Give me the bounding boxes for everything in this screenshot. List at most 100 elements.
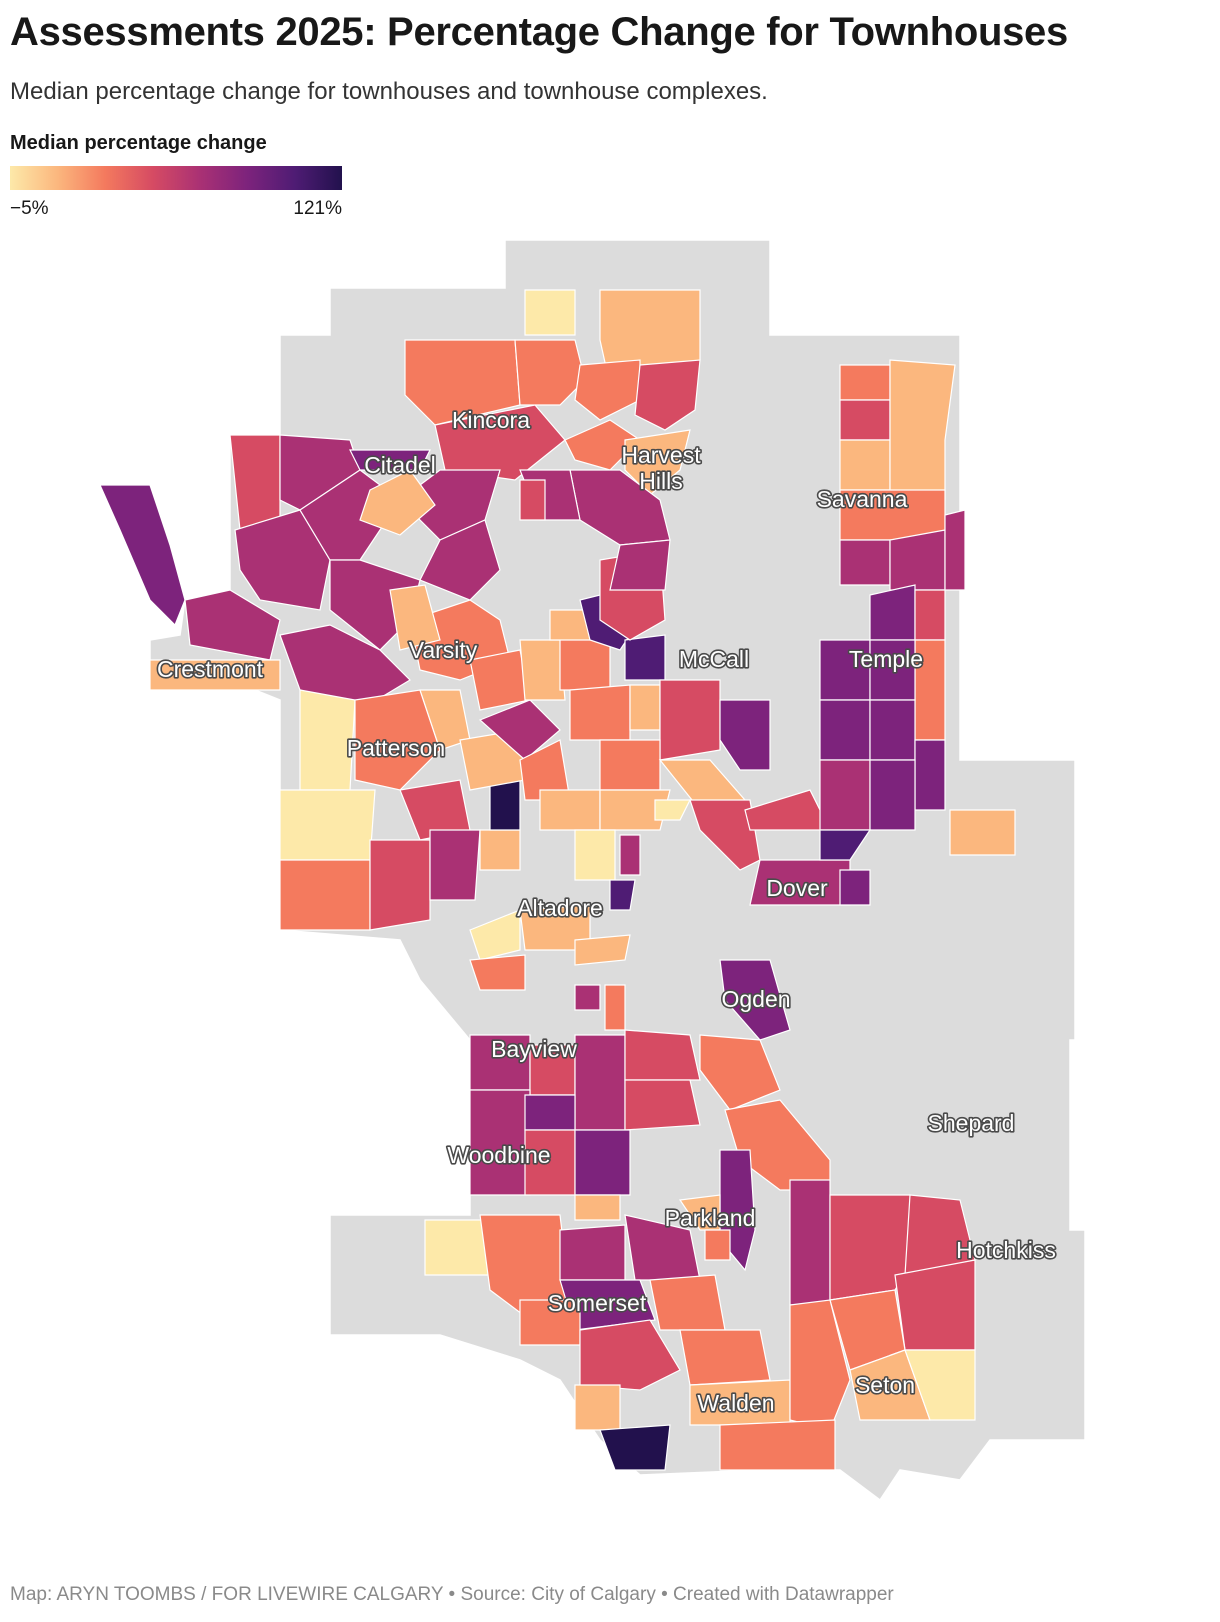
neighbourhood-region[interactable] [679,1329,771,1386]
neighbourhood-region[interactable] [369,839,431,931]
map-label-somerset: Somerset [548,1290,647,1316]
neighbourhood-region[interactable] [819,829,872,861]
neighbourhood-region[interactable] [279,859,371,931]
neighbourhood-region[interactable] [599,1424,671,1471]
neighbourhood-region[interactable] [914,589,946,641]
neighbourhood-region[interactable] [519,639,566,701]
neighbourhood-region[interactable] [574,1384,621,1431]
neighbourhood-region[interactable] [434,404,566,481]
neighbourhood-region[interactable] [949,809,1016,856]
neighbourhood-region[interactable] [894,1259,976,1351]
neighbourhood-region[interactable] [354,689,441,791]
neighbourhood-region[interactable] [574,829,616,881]
neighbourhood-region[interactable] [659,679,721,761]
neighbourhood-region[interactable] [489,779,521,831]
map-label-ogden: Ogden [721,986,790,1012]
neighbourhood-region[interactable] [839,869,871,906]
legend-min-label: −5% [10,198,49,219]
neighbourhood-region[interactable] [359,469,436,536]
neighbourhood-region[interactable] [599,739,661,791]
map-label-dover: Dover [766,875,828,901]
neighbourhood-region[interactable] [839,539,891,586]
neighbourhood-region[interactable] [279,789,376,861]
map-label-altadore: Altadore [517,895,603,921]
neighbourhood-region[interactable] [99,484,186,627]
neighbourhood-region[interactable] [514,339,586,406]
neighbourhood-region[interactable] [559,1224,626,1281]
neighbourhood-region[interactable] [649,1274,726,1331]
neighbourhood-region[interactable] [609,879,636,911]
neighbourhood-region[interactable] [469,954,526,991]
neighbourhood-region[interactable] [619,834,641,876]
neighbourhood-region[interactable] [574,359,641,421]
map-label-parkland: Parkland [665,1205,756,1231]
neighbourhood-region[interactable] [689,799,761,871]
neighbourhood-region[interactable] [789,1179,831,1306]
neighbourhood-region[interactable] [819,759,871,831]
legend-max-label: 121% [293,198,342,219]
map-label-mccall: McCall [679,646,749,672]
neighbourhood-region[interactable] [574,1034,626,1131]
neighbourhood-region[interactable] [149,659,281,691]
neighbourhood-region[interactable] [624,1029,701,1081]
neighbourhood-region[interactable] [839,399,891,441]
neighbourhood-region[interactable] [574,1129,631,1196]
neighbourhood-region[interactable] [574,934,631,966]
neighbourhood-region[interactable] [404,339,521,426]
neighbourhood-region[interactable] [624,1079,701,1131]
neighbourhood-region[interactable] [524,289,576,336]
map-label-temple: Temple [849,646,923,672]
neighbourhood-region[interactable] [704,1229,731,1261]
neighbourhood-region[interactable] [609,539,671,591]
neighbourhood-region[interactable] [429,829,481,901]
neighbourhood-region[interactable] [719,699,771,771]
neighbourhood-region[interactable] [624,429,691,496]
chart-title: Assessments 2025: Percentage Change for … [10,10,1068,54]
neighbourhood-region[interactable] [719,1419,836,1471]
choropleth-map: Kincora Citadel Harvest Hills Savanna Varsity… [99,239,1086,1502]
neighbourhood-region[interactable] [574,984,601,1011]
neighbourhood-region[interactable] [519,479,546,521]
neighbourhood-region[interactable] [349,449,431,471]
neighbourhood-region[interactable] [869,699,916,761]
neighbourhood-region[interactable] [574,1194,621,1221]
neighbourhood-region[interactable] [944,509,966,591]
chart-subtitle: Median percentage change for townhouses … [10,78,768,105]
neighbourhood-region[interactable] [634,359,701,431]
neighbourhood-region[interactable] [579,1319,681,1391]
map-label-citadel: Citadel [364,452,436,478]
neighbourhood-region[interactable] [624,634,666,681]
neighbourhood-region[interactable] [654,799,691,821]
neighbourhood-region[interactable] [904,1349,976,1421]
neighbourhood-region[interactable] [599,789,671,831]
neighbourhood-region[interactable] [889,359,956,501]
map-label-bayview: Bayview [491,1036,577,1062]
neighbourhood-region[interactable] [478,699,561,761]
neighbourhood-region[interactable] [699,1034,781,1111]
neighbourhood-region[interactable] [604,984,626,1031]
neighbourhood-region[interactable] [914,739,946,811]
neighbourhood-region[interactable] [389,584,441,651]
neighbourhood-region[interactable] [184,589,281,661]
map-label-kincora: Kincora [452,407,530,433]
neighbourhood-region[interactable] [819,699,871,761]
map-label-patterson: Patterson [347,735,445,761]
neighbourhood-region[interactable] [839,364,891,401]
neighbourhood-region[interactable] [469,909,521,961]
neighbourhood-region[interactable] [839,439,891,491]
neighbourhood-region[interactable] [479,829,521,871]
legend-title: Median percentage change [10,132,267,154]
neighbourhood-region[interactable] [419,519,501,601]
neighbourhood-region[interactable] [869,759,916,831]
neighbourhood-region[interactable] [399,469,501,541]
neighbourhood-regions [99,289,1016,1471]
neighbourhood-region[interactable] [629,684,661,731]
neighbourhood-region[interactable] [889,529,946,591]
neighbourhood-region[interactable] [539,789,601,831]
neighbourhood-region[interactable] [789,1299,851,1431]
neighbourhood-region[interactable] [569,684,631,741]
neighbourhood-region[interactable] [719,959,791,1041]
neighbourhood-region[interactable] [869,584,916,641]
map-label-shepard: Shepard [928,1110,1015,1136]
neighbourhood-region[interactable] [524,1094,576,1131]
